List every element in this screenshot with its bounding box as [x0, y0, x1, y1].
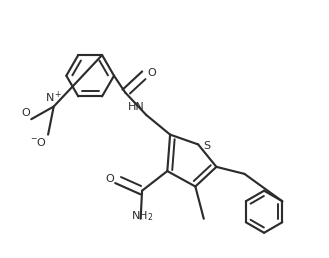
Text: N$^+$: N$^+$ — [45, 90, 63, 105]
Text: O: O — [105, 174, 114, 184]
Text: $^{-}$O: $^{-}$O — [30, 136, 47, 148]
Text: S: S — [203, 141, 210, 151]
Text: O: O — [148, 68, 156, 78]
Text: NH$_2$: NH$_2$ — [131, 209, 153, 223]
Text: O: O — [21, 108, 30, 118]
Text: HN: HN — [128, 102, 145, 112]
